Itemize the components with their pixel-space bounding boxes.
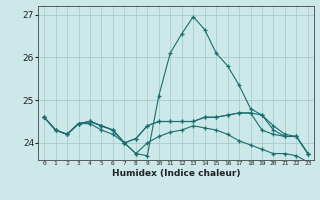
- X-axis label: Humidex (Indice chaleur): Humidex (Indice chaleur): [112, 169, 240, 178]
